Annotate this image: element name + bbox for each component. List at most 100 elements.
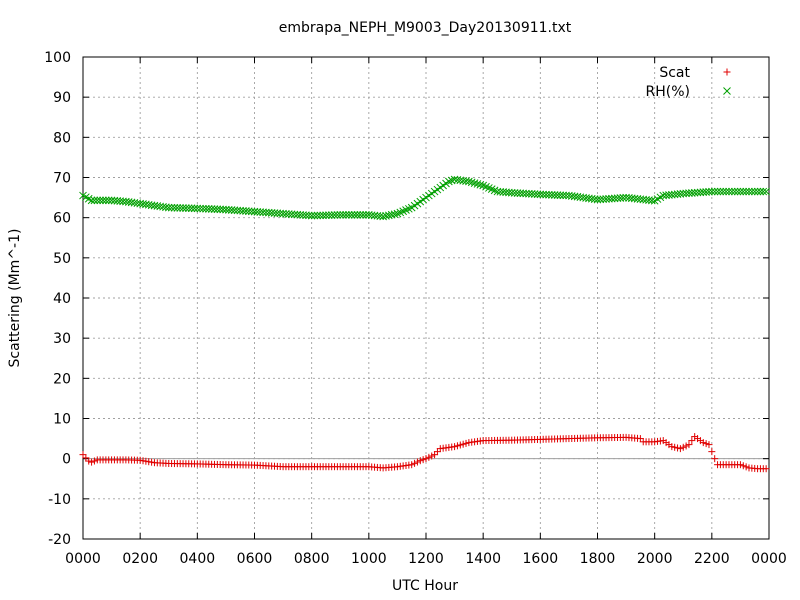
rh-point xyxy=(339,211,347,219)
rh-point xyxy=(164,203,173,212)
rh-point xyxy=(313,211,322,220)
scat-point xyxy=(433,448,441,456)
legend-marker-scat xyxy=(723,68,731,76)
rh-point xyxy=(102,196,110,205)
rh-point xyxy=(745,187,753,196)
rh-point xyxy=(619,193,628,202)
rh-point xyxy=(90,196,99,205)
rh-point xyxy=(753,187,762,196)
rh-point xyxy=(739,187,748,196)
legend: Scat RH(%) xyxy=(646,65,731,100)
rh-point xyxy=(322,211,330,220)
rh-point xyxy=(196,204,205,213)
rh-point xyxy=(742,187,750,196)
rh-point xyxy=(210,205,219,214)
rh-point xyxy=(359,211,367,219)
rh-point xyxy=(324,211,333,220)
rh-point xyxy=(550,191,559,199)
rh-point xyxy=(736,187,745,196)
rh-point xyxy=(204,205,213,213)
x-axis-label: UTC Hour xyxy=(392,578,458,594)
scat-point xyxy=(674,444,682,452)
scat-point xyxy=(425,453,433,461)
scat-point xyxy=(456,441,464,449)
rh-point xyxy=(310,211,319,220)
scat-point xyxy=(416,457,424,465)
rh-point xyxy=(533,190,542,199)
rh-point xyxy=(213,205,222,214)
y-tick-label: 70 xyxy=(53,171,71,187)
rh-point xyxy=(705,187,713,196)
rh-point xyxy=(733,187,742,196)
rh-point xyxy=(99,196,107,205)
rh-point xyxy=(87,196,96,205)
rh-point xyxy=(545,190,553,199)
x-tick-label: 0800 xyxy=(294,551,330,567)
rh-point xyxy=(219,205,227,214)
rh-point xyxy=(527,190,536,198)
rh-point xyxy=(176,204,185,212)
y-tick-label: 30 xyxy=(53,331,71,347)
rh-point xyxy=(93,196,102,205)
scat-point xyxy=(676,445,684,453)
x-tick-label: 1200 xyxy=(408,551,444,567)
rh-point xyxy=(184,204,193,213)
rh-point xyxy=(362,211,370,219)
rh-point xyxy=(725,187,733,196)
x-tick-label: 1400 xyxy=(465,551,501,567)
rh-point xyxy=(330,211,339,219)
scat-point xyxy=(679,443,687,451)
rh-point xyxy=(547,190,556,199)
legend-marker-rh xyxy=(723,87,731,95)
rh-point xyxy=(304,211,313,220)
rh-point xyxy=(207,205,216,213)
rh-point xyxy=(104,196,113,205)
rh-point xyxy=(465,177,473,186)
rh-point xyxy=(342,211,350,219)
scat-point xyxy=(462,439,470,447)
rh-point xyxy=(722,187,730,196)
scat-point xyxy=(736,461,744,469)
rh-point xyxy=(513,189,522,197)
rh-point xyxy=(445,177,453,186)
y-tick-label: 90 xyxy=(53,90,71,106)
rh-point xyxy=(199,204,207,213)
scat-point xyxy=(82,454,90,462)
y-tick-label: -10 xyxy=(48,492,71,508)
rh-point xyxy=(750,187,759,196)
y-tick-label: 60 xyxy=(53,211,71,227)
rh-point xyxy=(730,187,739,196)
scat-point xyxy=(431,451,439,459)
rh-legend-marker xyxy=(723,87,731,95)
rh-point xyxy=(516,189,525,198)
scat-point xyxy=(88,458,96,466)
y-tick-label: 50 xyxy=(53,251,71,267)
scat-point xyxy=(699,439,707,447)
scat-point xyxy=(668,443,676,451)
rh-point xyxy=(716,187,725,196)
rh-point xyxy=(216,205,225,214)
scat-point xyxy=(79,451,87,459)
rh-point xyxy=(356,211,365,219)
x-tick-label: 2200 xyxy=(694,551,730,567)
x-tick-label: 1800 xyxy=(580,551,616,567)
rh-point xyxy=(173,204,182,212)
rh-point xyxy=(530,190,539,198)
rh-point xyxy=(519,189,528,198)
scat-point xyxy=(453,442,461,450)
rh-point xyxy=(182,204,190,212)
rh-point xyxy=(727,187,736,196)
rh-point xyxy=(170,203,179,212)
rh-point xyxy=(759,187,768,196)
scat-point xyxy=(742,463,750,471)
y-tick-label: 20 xyxy=(53,371,71,387)
rh-point xyxy=(756,187,765,196)
series-layer xyxy=(79,175,770,473)
rh-point xyxy=(470,179,479,187)
rh-point xyxy=(316,211,325,220)
scat-point xyxy=(711,455,719,463)
rh-point xyxy=(350,211,359,219)
series-1 xyxy=(79,175,770,221)
x-tick-label: 0000 xyxy=(751,551,787,567)
rh-point xyxy=(539,190,548,199)
